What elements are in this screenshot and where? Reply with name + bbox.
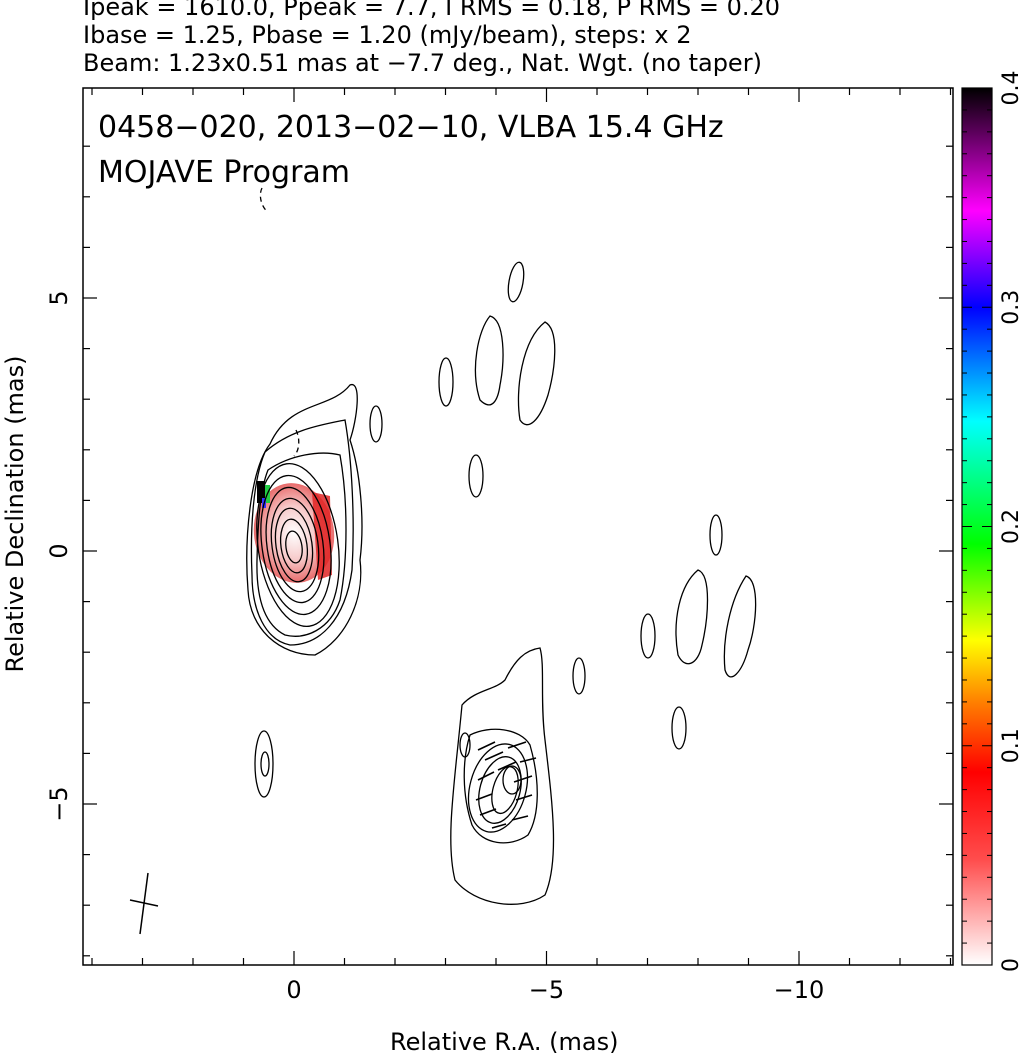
y-axis-label: Relative Declination (mas) xyxy=(1,355,29,673)
beam-symbol xyxy=(129,872,159,935)
contour-2 xyxy=(250,419,354,646)
x-tick-label: −10 xyxy=(774,976,825,1004)
contour-9 xyxy=(279,518,309,574)
south-jet-contours xyxy=(450,647,586,905)
colorbar-tick-label: 0.2 xyxy=(999,509,1021,544)
contour-6 xyxy=(265,486,325,604)
contour-outer xyxy=(246,384,363,656)
north-contours xyxy=(438,261,556,498)
chart-title: 0458−020, 2013−02−10, VLBA 15.4 GHz xyxy=(98,110,724,145)
y-tick-label: 5 xyxy=(45,290,73,305)
plot-frame xyxy=(82,87,954,966)
contour-south-blob-inner xyxy=(260,751,270,777)
y-tick-label: −5 xyxy=(45,786,73,821)
polarization-vectors xyxy=(475,741,537,829)
header-line-1: Ipeak = 1610.0, Ppeak = 7.7, I RMS = 0.1… xyxy=(83,0,781,21)
contour-7 xyxy=(270,497,320,593)
contour-south-blob xyxy=(254,730,274,798)
x-axis-label: Relative R.A. (mas) xyxy=(390,1028,619,1056)
colorbar-tick-label: 0.1 xyxy=(999,728,1021,763)
x-tick-label: 0 xyxy=(286,976,301,1004)
contour-5 xyxy=(260,474,332,616)
contour-negative-b xyxy=(259,187,269,213)
colorbar-tick-label: 0.4 xyxy=(999,71,1021,106)
contour-blob-a xyxy=(369,405,383,443)
header-line-3: Beam: 1.23x0.51 mas at −7.7 deg., Nat. W… xyxy=(83,49,762,77)
contour-10 xyxy=(285,530,303,564)
contour-8 xyxy=(274,507,314,583)
contour-3 xyxy=(256,452,347,637)
x-tick-label: −5 xyxy=(529,976,564,1004)
y-tick-label: 0 xyxy=(45,543,73,558)
colorbar-tick-label: 0 xyxy=(999,958,1021,972)
header-line-2: Ibase = 1.25, Pbase = 1.20 (mJy/beam), s… xyxy=(83,21,692,49)
contour-4 xyxy=(256,462,340,628)
core-contours xyxy=(246,187,383,798)
chart-subtitle: MOJAVE Program xyxy=(98,155,351,190)
contour-negative-a xyxy=(293,429,300,457)
pol-black-patch xyxy=(257,481,265,503)
far-jet-contours xyxy=(640,514,757,750)
colorbar-tick-label: 0.3 xyxy=(999,290,1021,325)
